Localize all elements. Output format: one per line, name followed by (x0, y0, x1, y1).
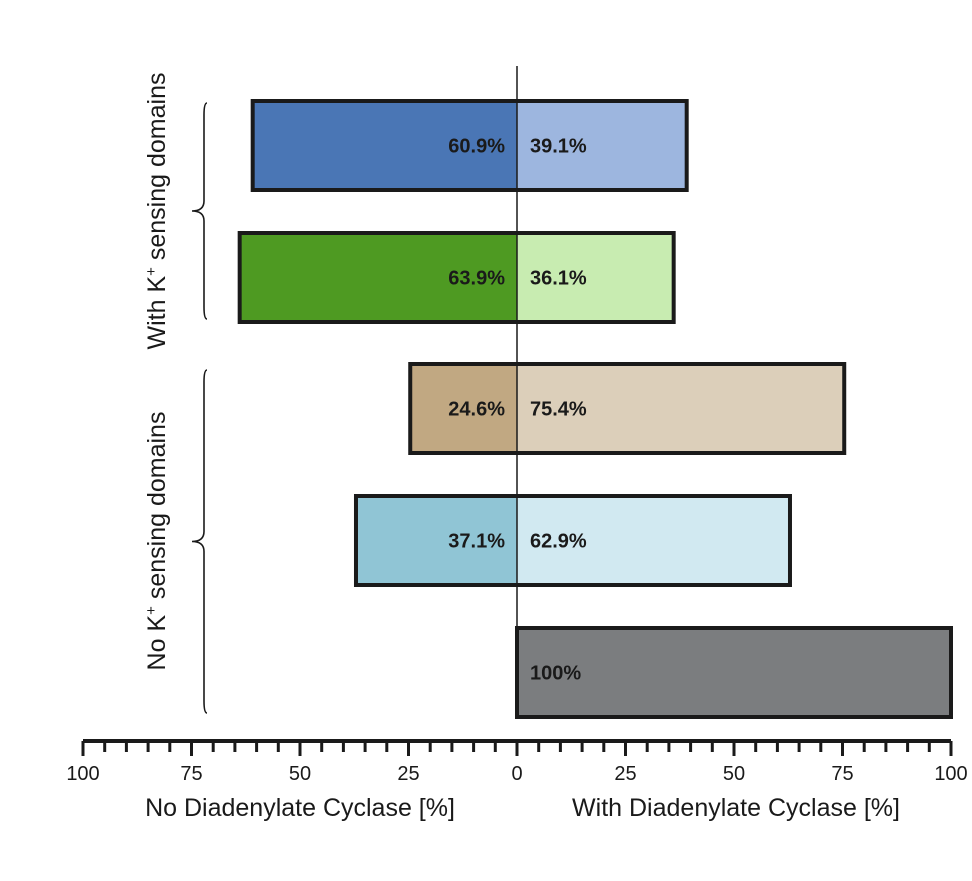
bar-label-no-cyclase-3: 24.6% (448, 399, 505, 421)
brace-with-k-sensing (191, 102, 208, 320)
bar-label-with-cyclase-1: 39.1% (530, 136, 587, 158)
bar-label-no-cyclase-2: 63.9% (448, 268, 505, 290)
bar-label-with-cyclase-3: 75.4% (530, 399, 587, 421)
bar-no-cyclase-1 (252, 101, 517, 190)
bar-label-with-cyclase-4: 62.9% (530, 531, 587, 553)
bar-outline-2 (237, 231, 676, 324)
bar-with-cyclase-4 (517, 496, 790, 585)
bar-no-cyclase-3 (410, 364, 517, 453)
x-axis: 100 75 50 25 0 25 50 75 100 (66, 739, 968, 785)
x-tick-label-left-100: 100 (66, 763, 99, 785)
group-braces: With K+ sensing domains No K+ sensing dom… (143, 73, 208, 714)
x-tick-label-right-100: 100 (934, 763, 967, 785)
bar-label-no-cyclase-1: 60.9% (448, 136, 505, 158)
bar-with-cyclase-1 (517, 101, 687, 190)
bar-label-no-cyclase-4: 37.1% (448, 531, 505, 553)
x-tick-label-right-75: 75 (831, 763, 853, 785)
group-label-no-k-sensing: No K+ sensing domains (143, 412, 171, 671)
bars-layer (237, 99, 953, 719)
bar-label-with-cyclase-2: 36.1% (530, 268, 587, 290)
x-tick-label-center: 0 (511, 763, 522, 785)
x-tick-label-left-75: 75 (180, 763, 202, 785)
x-tick-label-left-50: 50 (289, 763, 311, 785)
bar-with-cyclase-3 (517, 364, 845, 453)
x-tick-label-left-25: 25 (397, 763, 419, 785)
bar-outline-3 (408, 362, 847, 455)
bar-with-cyclase-2 (517, 233, 674, 322)
bar-outline-4 (353, 494, 792, 587)
x-tick-label-right-50: 50 (723, 763, 745, 785)
bar-outline-1 (250, 99, 689, 192)
brace-no-k-sensing (191, 369, 208, 714)
bar-no-cyclase-4 (355, 496, 517, 585)
bar-label-with-cyclase-5: 100% (530, 663, 581, 685)
bar-no-cyclase-2 (239, 233, 517, 322)
group-label-with-k-sensing: With K+ sensing domains (143, 73, 171, 350)
axis-title-with-cyclase: With Diadenylate Cyclase [%] (572, 794, 900, 822)
axis-title-no-cyclase: No Diadenylate Cyclase [%] (145, 794, 455, 822)
bar-with-cyclase-5 (517, 628, 951, 717)
bar-value-labels: 60.9% 39.1% 63.9% 36.1% 24.6% 75.4% 37.1% 62.9%… (448, 136, 587, 685)
x-tick-label-right-25: 25 (614, 763, 636, 785)
